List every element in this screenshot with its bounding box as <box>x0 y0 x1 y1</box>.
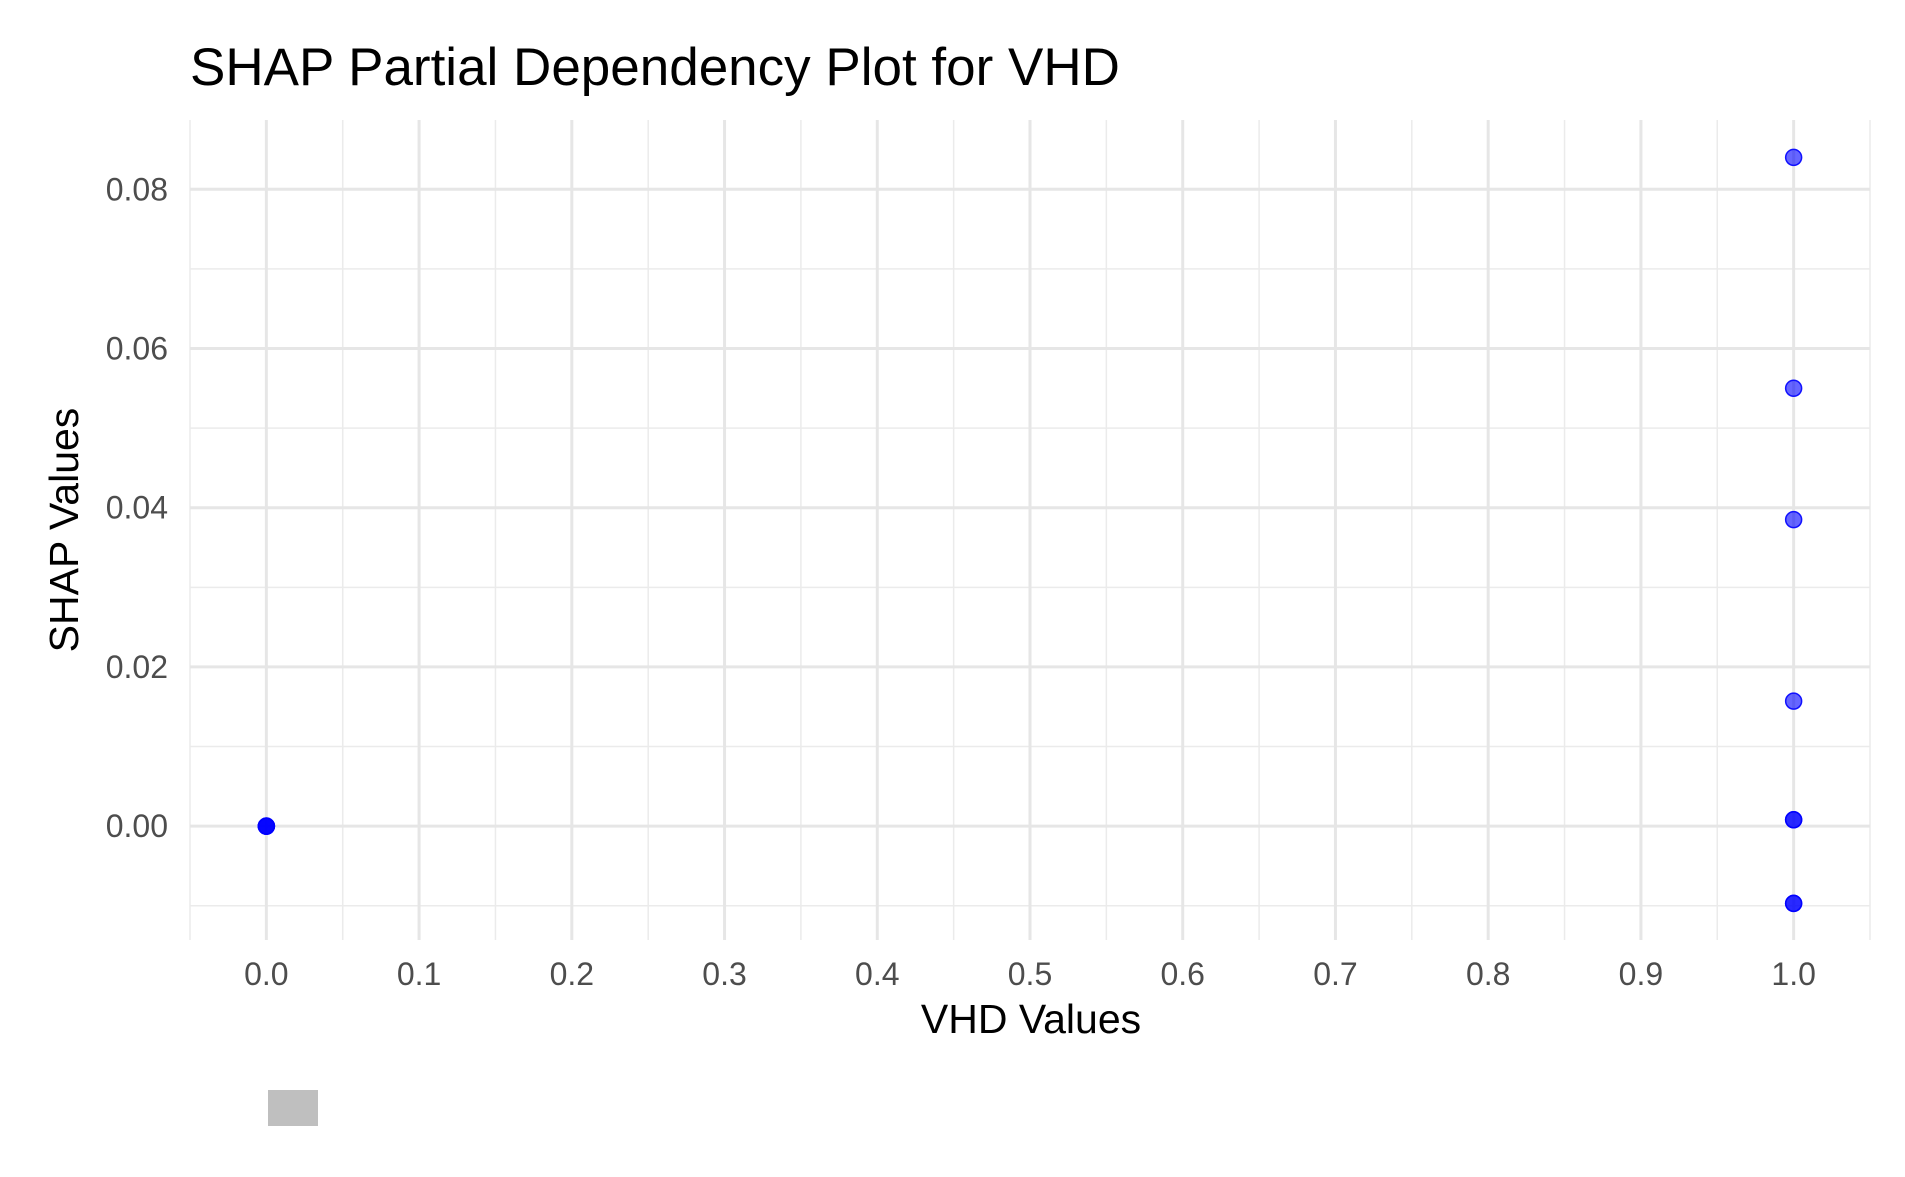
x-tick-label: 0.6 <box>1160 956 1204 992</box>
y-axis-title: SHAP Values <box>41 408 87 653</box>
x-tick-label: 0.4 <box>855 956 899 992</box>
scatter-point <box>1784 148 1803 167</box>
x-tick-label: 0.8 <box>1466 956 1510 992</box>
y-tick-label: 0.08 <box>106 171 168 207</box>
y-axis-tick-labels: 0.00 0.02 0.04 0.06 0.08 <box>106 171 168 844</box>
chart-title: SHAP Partial Dependency Plot for VHD <box>190 38 1120 97</box>
scatter-point <box>1784 894 1803 913</box>
major-gridlines <box>190 120 1870 940</box>
y-tick-label: 0.04 <box>106 490 168 526</box>
x-tick-label: 0.9 <box>1619 956 1663 992</box>
x-tick-label: 1.0 <box>1771 956 1815 992</box>
y-tick-label: 0.06 <box>106 330 168 366</box>
x-axis-tick-labels: 0.0 0.1 0.2 0.3 0.4 0.5 0.6 0.7 0.8 0.9 1.0 <box>244 956 1816 992</box>
x-tick-label: 0.3 <box>702 956 746 992</box>
x-tick-label: 0.1 <box>397 956 441 992</box>
scatter-point <box>1784 379 1803 398</box>
legend-swatch <box>268 1090 318 1126</box>
x-tick-label: 0.5 <box>1008 956 1052 992</box>
x-axis-title: VHD Values <box>921 996 1141 1042</box>
scatter-point <box>257 817 276 835</box>
x-tick-label: 0.2 <box>550 956 594 992</box>
scatter-point <box>1784 811 1803 829</box>
x-tick-label: 0.7 <box>1313 956 1357 992</box>
scatter-point <box>1784 510 1803 529</box>
x-tick-label: 0.0 <box>244 956 288 992</box>
data-points <box>257 148 1803 913</box>
y-tick-label: 0.02 <box>106 649 168 685</box>
scatter-point <box>1784 692 1803 710</box>
y-tick-label: 0.00 <box>106 808 168 844</box>
